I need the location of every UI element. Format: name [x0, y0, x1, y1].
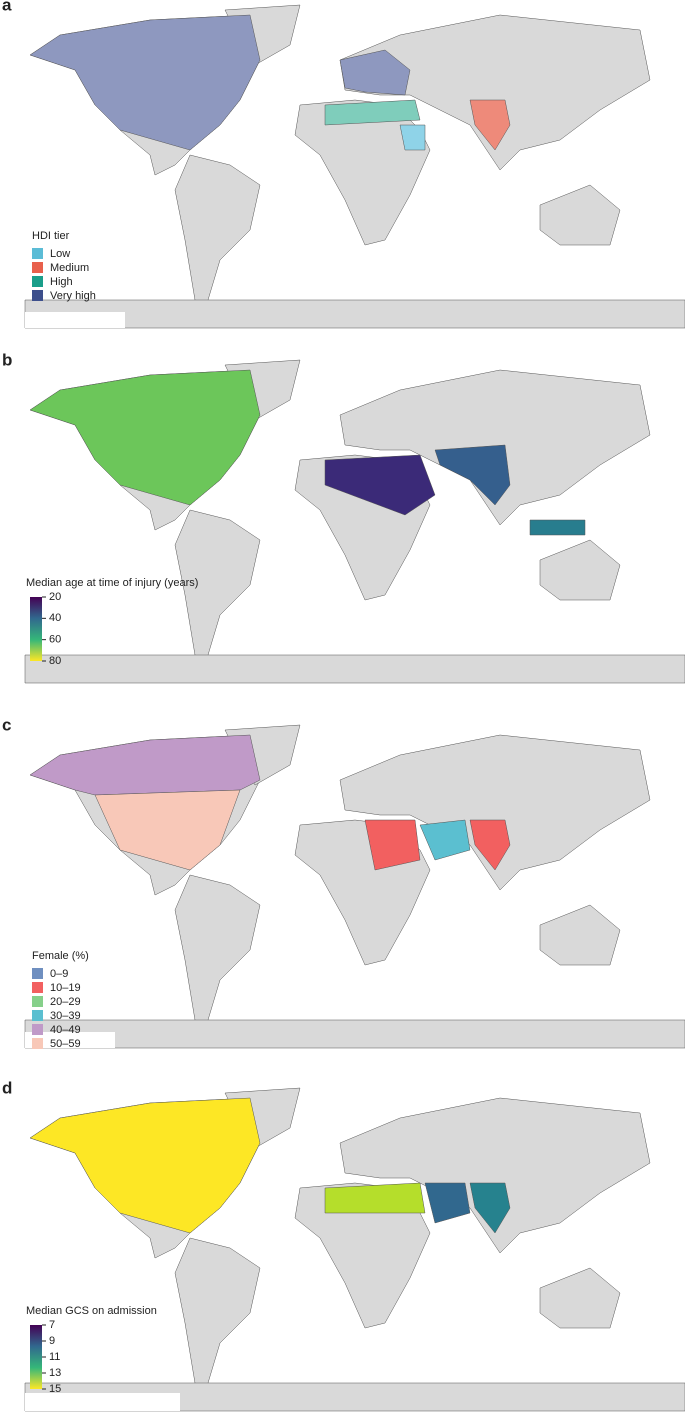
- region: [324, 1182, 426, 1214]
- panel-b: [24, 359, 685, 684]
- region: [29, 369, 261, 506]
- legend-swatch: [32, 996, 43, 1007]
- tick-label: 20: [49, 591, 61, 603]
- colorbar-title: Median age at time of injury (years): [26, 577, 198, 589]
- region: [324, 454, 436, 516]
- legend-label: Medium: [50, 262, 89, 274]
- panel-label: d: [2, 1078, 12, 1097]
- legend-label: 20–29: [50, 996, 81, 1008]
- tick-label: 60: [49, 634, 61, 646]
- colorbar: [30, 597, 42, 661]
- panel-a: [24, 4, 685, 329]
- legend-title: Female (%): [32, 950, 89, 962]
- legend-swatch: [32, 1038, 43, 1049]
- legend-label: 40–49: [50, 1024, 81, 1036]
- legend-label: High: [50, 276, 73, 288]
- panel-label: b: [2, 350, 12, 369]
- legend-swatch: [32, 262, 43, 273]
- region: [419, 819, 471, 861]
- panel-overlay: d Median GCS on admission 7 9 11 13 15: [2, 1078, 157, 1394]
- legend-swatch: [32, 1024, 43, 1035]
- region: [29, 1097, 261, 1234]
- legend-swatch: [32, 276, 43, 287]
- legend-label: 0–9: [50, 968, 68, 980]
- colorbar: [30, 1325, 42, 1389]
- legend-bg: [25, 312, 125, 328]
- region: [424, 1182, 471, 1224]
- tick-label: 9: [49, 1335, 55, 1347]
- panel-overlay: a HDI tier Low Medium High Very high: [2, 0, 96, 302]
- region: [469, 99, 511, 151]
- region: [339, 49, 411, 96]
- legend-title: HDI tier: [32, 230, 70, 242]
- region: [324, 99, 421, 126]
- panel-d: [24, 1087, 685, 1412]
- tick-label: 40: [49, 612, 61, 624]
- panel-overlay: c Female (%) 0–9 10–19 20–29 30–39 40–49 50–59: [2, 715, 89, 1049]
- legend-label: Low: [50, 248, 70, 260]
- legend-bg: [25, 1393, 180, 1411]
- region: [399, 124, 426, 151]
- region: [94, 789, 241, 871]
- tick-label: 15: [49, 1383, 61, 1395]
- legend-label: 10–19: [50, 982, 81, 994]
- tick-label: 13: [49, 1367, 61, 1379]
- legend-label: 30–39: [50, 1010, 81, 1022]
- colorbar-title: Median GCS on admission: [26, 1305, 157, 1317]
- legend-label: 50–59: [50, 1038, 81, 1050]
- panel-label: a: [2, 0, 12, 14]
- panel-c: [24, 724, 685, 1049]
- region: [29, 14, 261, 151]
- legend-swatch: [32, 290, 43, 301]
- region: [469, 819, 511, 871]
- region: [469, 1182, 511, 1234]
- legend-swatch: [32, 248, 43, 259]
- panel-overlay: b Median age at time of injury (years) 20 4…: [2, 350, 198, 666]
- region: [29, 734, 261, 796]
- legend-swatch: [32, 1010, 43, 1021]
- tick-label: 11: [49, 1351, 60, 1363]
- legend-swatch: [32, 968, 43, 979]
- legend-swatch: [32, 982, 43, 993]
- legend-label: Very high: [50, 290, 96, 302]
- region: [434, 444, 511, 506]
- tick-label: 80: [49, 655, 61, 667]
- region: [364, 819, 421, 871]
- region: [529, 519, 586, 536]
- tick-label: 7: [49, 1319, 55, 1331]
- panel-label: c: [2, 715, 11, 734]
- legend-bg: [25, 1032, 115, 1048]
